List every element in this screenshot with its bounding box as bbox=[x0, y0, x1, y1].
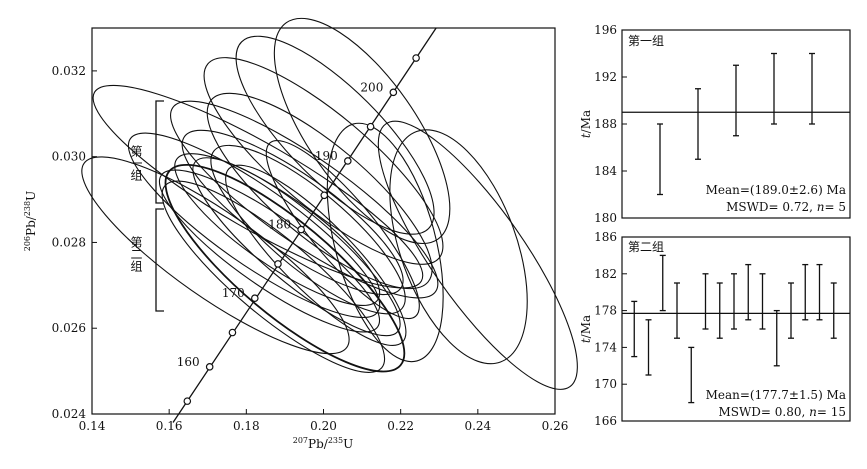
concordia-age-label: 190 bbox=[315, 149, 338, 163]
concordia-age-marker bbox=[366, 122, 375, 131]
group1-y-tick-label: 184 bbox=[594, 164, 617, 178]
group2-y-tick-label: 182 bbox=[594, 267, 617, 281]
group2-y-tick-label: 170 bbox=[594, 377, 617, 391]
concordia-age-label: 180 bbox=[268, 218, 291, 232]
group1-y-axis-label: t/Ma bbox=[579, 110, 593, 138]
concordia-ellipse bbox=[203, 57, 444, 265]
group1-mean-note: Mean=(189.0±2.6) Ma bbox=[706, 183, 846, 197]
concordia-x-tick-label: 0.16 bbox=[156, 419, 183, 433]
concordia-age-marker bbox=[297, 225, 305, 234]
group1-y-tick-label: 188 bbox=[594, 117, 617, 131]
group1-y-tick-label: 196 bbox=[594, 23, 617, 37]
concordia-ellipses bbox=[81, 17, 578, 390]
concordia-age-marker bbox=[251, 294, 259, 303]
concordia-ellipse bbox=[273, 17, 451, 245]
group1-title: 第一组 bbox=[628, 34, 664, 48]
concordia-y-tick-label: 0.028 bbox=[52, 235, 86, 249]
concordia-axes: 0.14 0.16 0.18 0.20 0.22 0.24 0.26 0.024 0.026 0.… bbox=[52, 64, 569, 433]
concordia-age-label: 170 bbox=[222, 286, 245, 300]
concordia-x-tick-label: 0.20 bbox=[310, 419, 337, 433]
group1-errorbars: 180 184 188 192 196 bbox=[594, 23, 850, 225]
concordia-age-marker bbox=[412, 54, 420, 62]
concordia-age-marker bbox=[320, 191, 329, 200]
concordia-age-marker bbox=[205, 363, 214, 371]
group2-mean-note: Mean=(177.7±1.5) Ma bbox=[706, 388, 846, 402]
concordia-y-tick-label: 0.026 bbox=[52, 321, 86, 335]
concordia-y-tick-label: 0.030 bbox=[52, 150, 86, 164]
group1-y-tick-label: 180 bbox=[594, 211, 617, 225]
group2-y-axis-label: t/Ma bbox=[579, 315, 593, 343]
concordia-ellipse bbox=[389, 129, 528, 365]
concordia-ellipse bbox=[164, 163, 406, 373]
concordia-ellipse bbox=[210, 144, 406, 315]
concordia-age-label: 200 bbox=[360, 80, 383, 94]
concordia-ellipse bbox=[377, 120, 578, 390]
concordia-age-marker bbox=[344, 157, 352, 165]
group2-y-tick-label: 178 bbox=[594, 304, 617, 318]
concordia-ellipse bbox=[326, 122, 444, 363]
concordia-age-marker bbox=[274, 260, 282, 268]
concordia-ellipse bbox=[265, 140, 420, 320]
concordia-ellipse bbox=[92, 84, 424, 289]
concordia-ellipse bbox=[158, 169, 381, 333]
concordia-age-marker bbox=[228, 328, 237, 337]
concordia-x-axis-label: 207Pb/235U bbox=[293, 436, 354, 451]
group2-bracket-label: 第二组 bbox=[129, 236, 143, 272]
concordia-y-tick-label: 0.032 bbox=[52, 64, 86, 78]
concordia-x-tick-label: 0.22 bbox=[387, 419, 414, 433]
concordia-age-marker bbox=[389, 88, 398, 97]
concordia-line bbox=[172, 27, 437, 423]
group1-y-tick-label: 192 bbox=[594, 70, 617, 84]
concordia-age-marker bbox=[183, 397, 192, 405]
group2-title: 第二组 bbox=[628, 240, 664, 254]
group2-mswd-note: MSWD= 0.80, n= 15 bbox=[718, 405, 846, 419]
concordia-x-tick-label: 0.14 bbox=[79, 419, 106, 433]
concordia-ellipse bbox=[235, 35, 435, 235]
concordia-ellipse bbox=[192, 157, 401, 337]
group2-plot-frame bbox=[621, 236, 851, 422]
group2-y-tick-label: 186 bbox=[594, 230, 617, 244]
concordia-y-axis-label: 206Pb/238U bbox=[23, 191, 38, 252]
concordia-x-tick-label: 0.26 bbox=[542, 419, 569, 433]
group2-bracket: 第二组 bbox=[129, 208, 164, 312]
concordia-curve: 160 170 180 190 200 bbox=[172, 27, 437, 423]
concordia-y-tick-label: 0.024 bbox=[52, 407, 87, 421]
concordia-x-tick-label: 0.18 bbox=[233, 419, 260, 433]
group2-y-tick-label: 174 bbox=[594, 340, 617, 354]
group1-bracket: 第一组 bbox=[129, 100, 164, 204]
group1-bracket-label: 第一组 bbox=[129, 145, 143, 181]
group2-errorbars: 166 170 174 178 182 186 bbox=[594, 230, 850, 428]
concordia-age-label: 160 bbox=[177, 355, 200, 369]
group2-y-tick-label: 166 bbox=[594, 414, 617, 428]
group1-mswd-note: MSWD= 0.72, n= 5 bbox=[726, 200, 846, 214]
concordia-x-tick-label: 0.24 bbox=[464, 419, 491, 433]
